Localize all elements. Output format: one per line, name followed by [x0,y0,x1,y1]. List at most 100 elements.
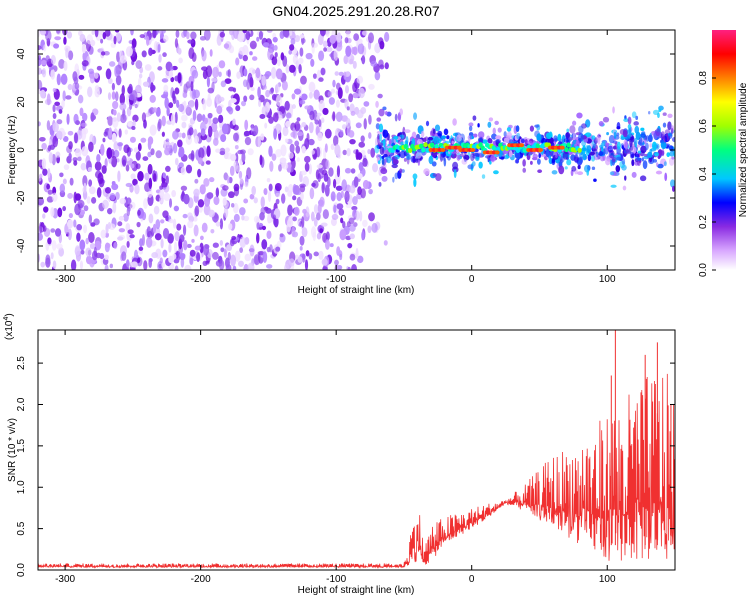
spectrogram-signal-cell [453,169,457,178]
spectrogram-noise-cell [332,178,337,189]
spectrogram-signal-cell [392,176,395,183]
spectrogram-noise-cell [304,259,309,270]
spectrogram-noise-cell [166,144,171,152]
snr-frame [37,329,676,571]
spectrogram-noise-cell [383,240,388,246]
spectrogram-noise-cell [143,260,148,270]
spectrogram-noise-cell [345,85,350,94]
spectrogram-signal-cell [475,156,480,162]
spectrogram-noise-cell [55,151,61,158]
spectrogram-noise-cell [244,136,252,146]
spectrogram-noise-cell [311,42,315,54]
spectrogram-noise-cell [38,121,41,127]
spectrogram-noise-cell [205,260,210,265]
spectrogram-noise-cell [169,198,173,208]
spectrogram-noise-cell [220,247,225,253]
spectrogram-noise-cell [174,250,181,262]
spectrogram-noise-cell [168,218,174,224]
spectrogram-noise-cell [218,60,226,69]
spectrogram-noise-cell [200,121,207,132]
spectrogram-noise-cell [225,264,232,270]
spectrogram-noise-cell [196,252,201,263]
spectrogram-noise-cell [287,204,293,216]
spectrogram-noise-cell [325,231,330,241]
spectrogram-noise-cell [161,181,168,188]
spectrogram-ridge-cell [577,147,582,153]
spectrogram-noise-cell [227,251,231,261]
spectrogram-noise-cell [194,178,199,184]
spectrogram-noise-cell [119,113,127,124]
colorbar-tick-label: 0.4 [698,167,709,181]
spectrogram-noise-cell [82,175,88,188]
spectrogram-noise-cell [129,201,136,210]
spectrogram-signal-cell [605,158,611,166]
spectrogram-noise-cell [243,68,248,77]
spectrogram-noise-cell [172,130,179,140]
spectrogram-signal-cell [639,175,647,182]
spectrogram-noise-cell [139,34,145,39]
spectrogram-noise-cell [242,30,248,34]
spectrogram-noise-cell [360,135,365,143]
spectrogram-noise-cell [147,163,153,175]
spectrogram-noise-cell [112,201,117,214]
spectrogram-signal-cell [586,169,590,176]
spectrogram-noise-cell [302,208,307,214]
spectrogram-noise-cell [309,187,315,200]
spectrogram-noise-cell [119,198,126,205]
spectrogram-noise-cell [138,246,144,251]
spectrogram-noise-cell [279,233,284,238]
spectrogram-noise-cell [294,121,301,132]
spectrogram-noise-cell [107,207,113,215]
spectrogram-noise-cell [333,135,339,147]
spectrogram-noise-cell [261,105,269,117]
spectrogram-noise-cell [145,35,150,46]
spectrogram-noise-cell [148,177,153,190]
spectrogram-noise-cell [174,157,179,166]
spectrogram-noise-cell [54,228,62,237]
spectrogram-signal-cell [671,136,675,143]
spectrogram-noise-cell [336,203,344,210]
spectrogram-noise-cell [223,205,229,218]
spectrogram-y-axis-label: Frequency (Hz) [7,116,18,185]
spectrogram-noise-cell [300,93,308,101]
spectrogram-noise-cell [190,150,195,162]
spectrogram-ridge-cell [421,147,426,153]
spectrogram-noise-cell [259,154,263,166]
spectrogram-noise-cell [86,196,91,204]
spectrogram-noise-cell [125,164,130,172]
spectrogram-signal-cell [642,160,648,170]
spectrogram-noise-cell [165,215,169,222]
spectrogram-noise-cell [135,60,143,69]
spectrogram-noise-cell [243,95,248,103]
spectrogram-noise-cell [45,30,52,42]
spectrogram-noise-cell [186,104,190,114]
spectrogram-noise-cell [172,90,176,102]
spectrogram-signal-cell [598,121,604,127]
spectrogram-noise-cell [192,109,197,121]
spectrogram-noise-cell [38,253,41,263]
spectrogram-noise-cell [332,79,336,88]
spectrogram-noise-cell [325,30,330,37]
spectrogram-noise-cell [322,266,328,270]
y-tick-label: 2.0 [16,397,27,411]
spectrogram-signal-cell [478,131,485,139]
spectrogram-noise-cell [118,215,125,221]
spectrogram-noise-cell [355,122,362,129]
spectrogram-noise-cell [244,119,249,131]
spectrogram-noise-cell [46,183,51,190]
spectrogram-noise-cell [203,177,210,187]
spectrogram-noise-cell [259,114,266,120]
x-tick-label: -200 [191,274,211,285]
spectrogram-noise-cell [110,148,115,158]
spectrogram-noise-cell [205,160,211,165]
spectrogram-noise-cell [335,185,343,191]
snr-x-axis-label: Height of straight line (km) [298,585,415,596]
spectrogram-noise-cell [94,85,100,92]
spectrogram-noise-cell [310,211,315,222]
spectrogram-noise-cell [80,249,85,255]
spectrogram-noise-cell [188,47,195,60]
spectrogram-noise-cell [242,45,249,57]
spectrogram-signal-cell [564,166,568,170]
spectrogram-noise-cell [289,143,295,154]
spectrogram-noise-cell [319,196,325,208]
